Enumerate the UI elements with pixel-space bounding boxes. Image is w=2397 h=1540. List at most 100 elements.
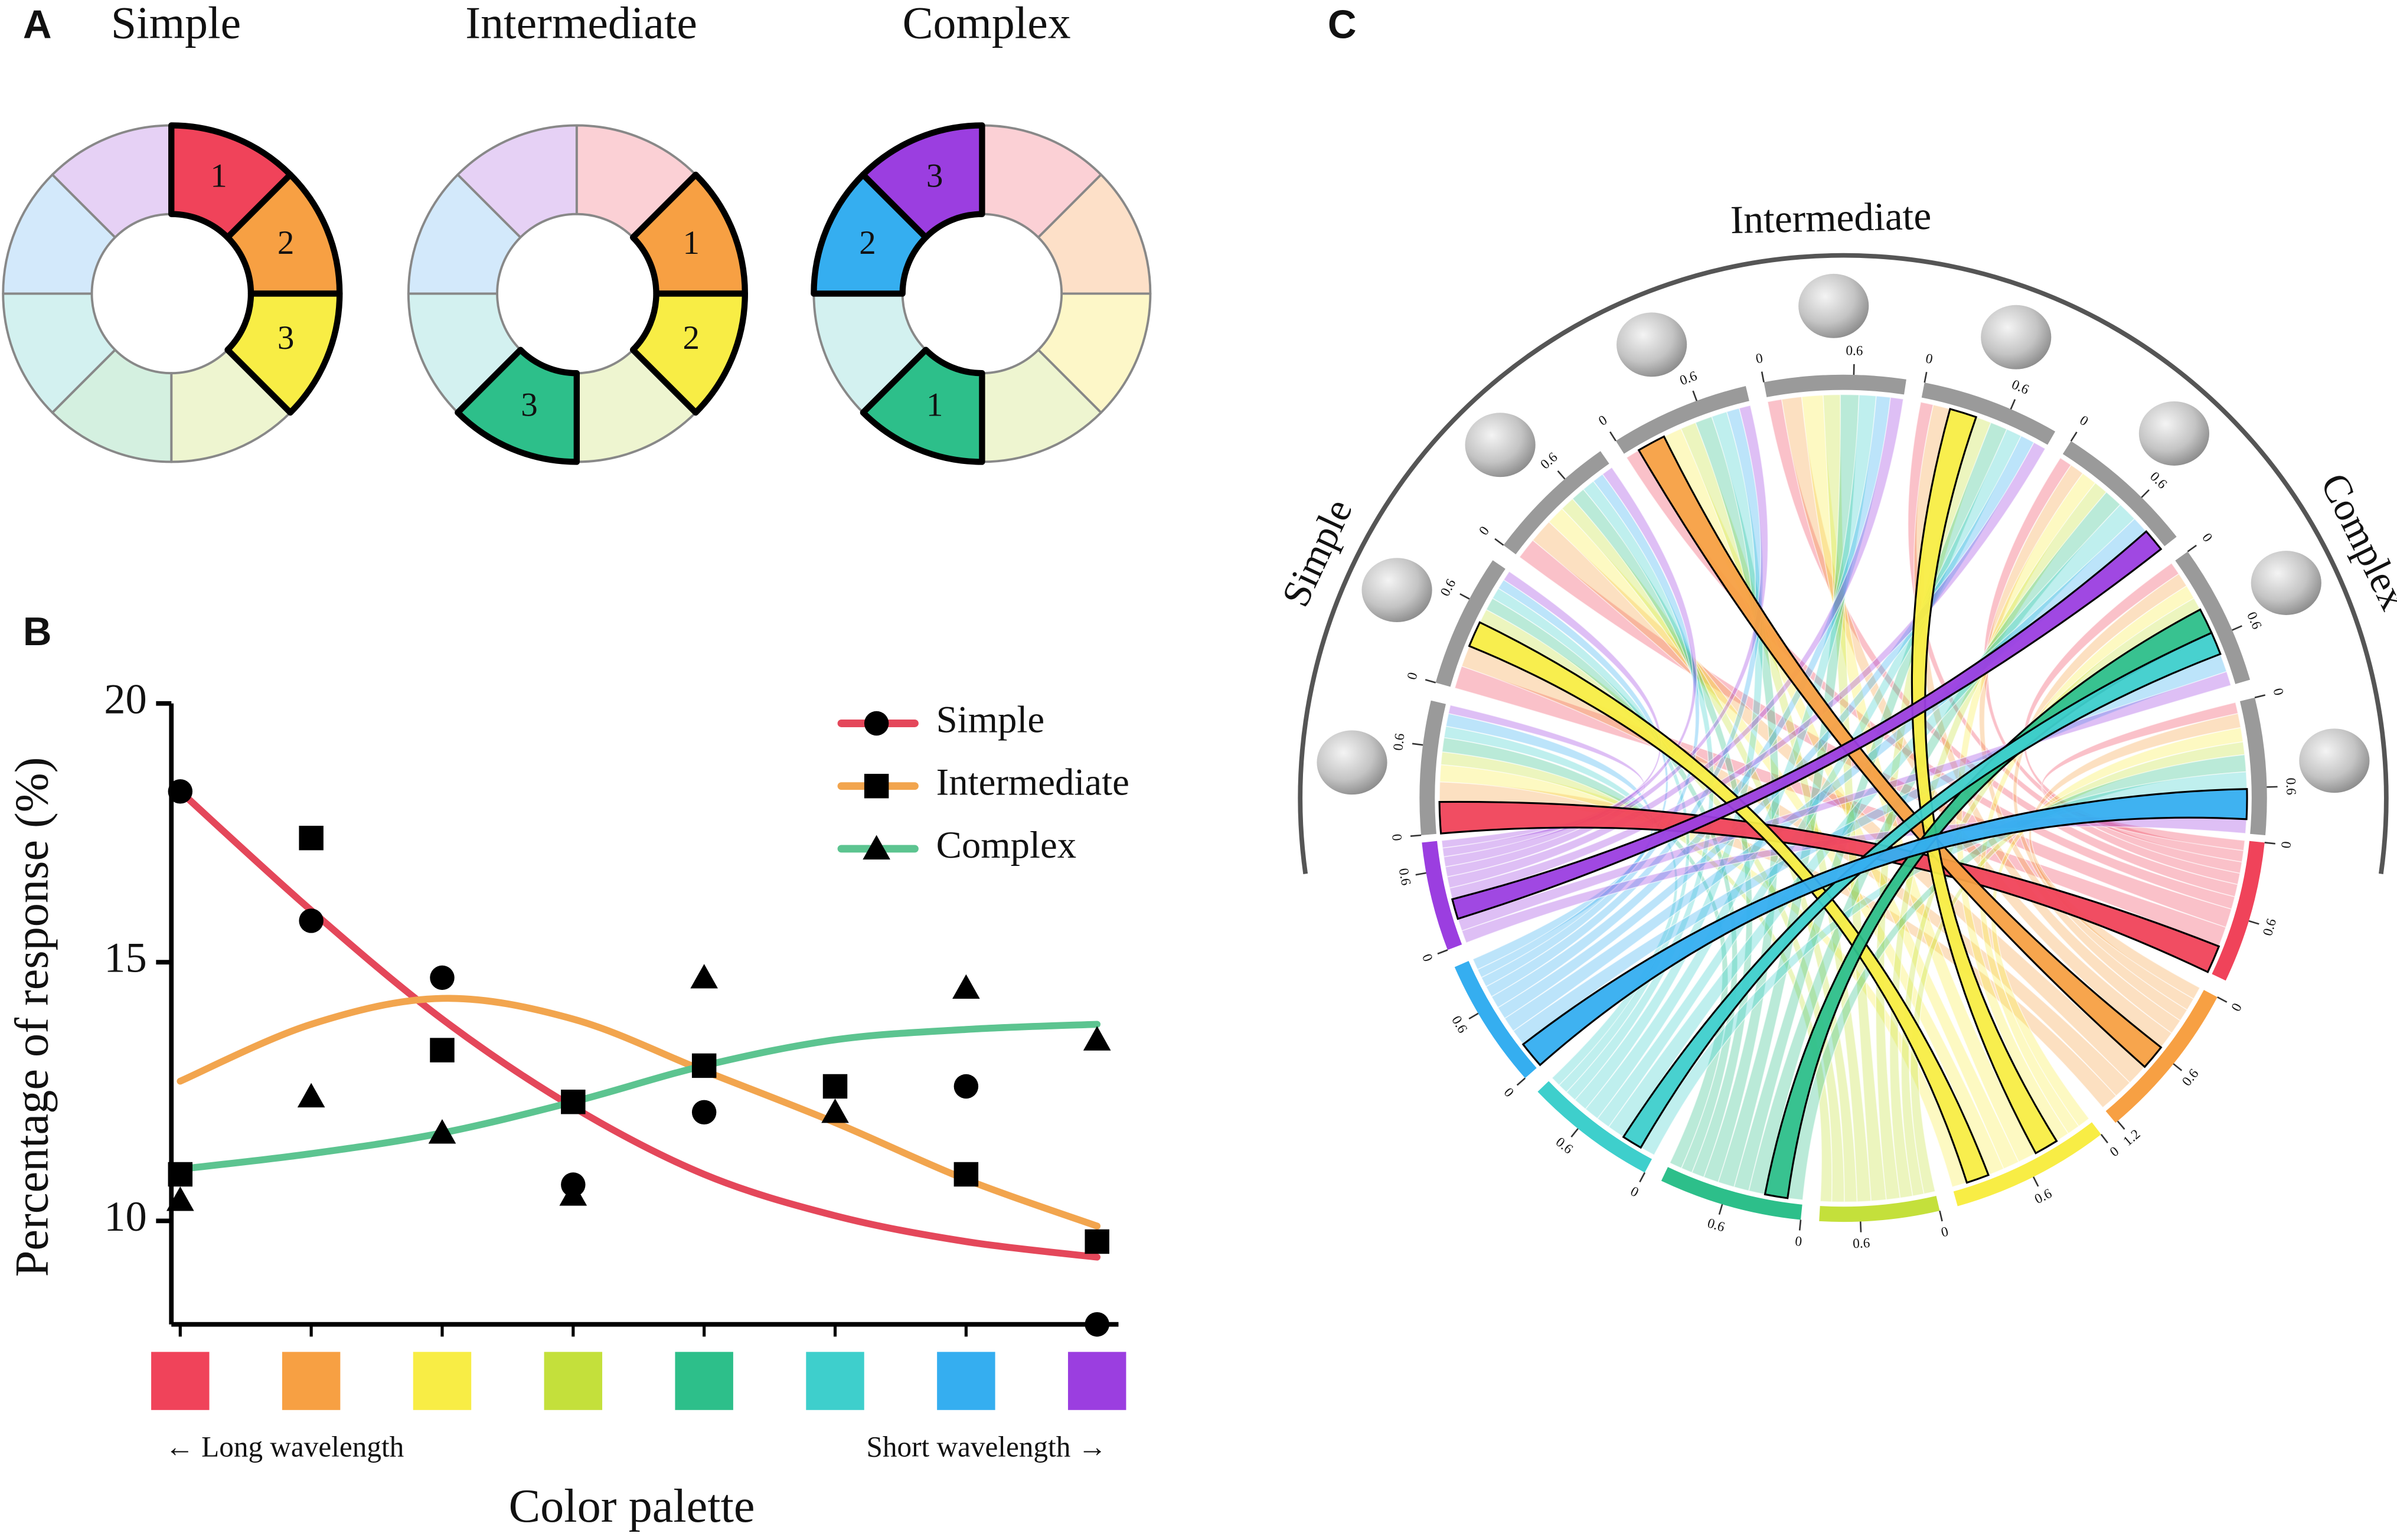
point <box>953 1074 979 1099</box>
segment-tick-label: 0 <box>1596 413 1610 429</box>
segment-tick <box>2248 920 2259 925</box>
segment-track <box>1503 451 1609 555</box>
donut-segment <box>981 348 1102 463</box>
legend-marker <box>864 711 889 736</box>
segment-track <box>2239 697 2267 835</box>
donut-segment <box>170 348 292 463</box>
donut-segment <box>224 290 343 416</box>
segment-tick-label: 0 <box>2107 1143 2122 1160</box>
segment-tick-label: 0.6 <box>1390 733 1407 751</box>
segment-tick-label: 0.6 <box>2032 1186 2055 1207</box>
segment-tick <box>2032 1176 2039 1187</box>
chord-ribbon-highlight <box>1637 435 2163 1068</box>
point <box>430 1038 455 1062</box>
legend-label: Complex <box>936 824 1076 867</box>
shape-icon <box>2299 728 2370 793</box>
segment-tick-label: 0 <box>1794 1234 1802 1250</box>
segment-tick <box>2070 431 2078 442</box>
segment-tick-label: 0.6 <box>1438 577 1459 599</box>
x-axis-label: Color palette <box>509 1480 755 1532</box>
group-label: Intermediate <box>1730 194 1932 242</box>
palette-swatch <box>937 1352 995 1410</box>
legend-label: Intermediate <box>936 761 1129 804</box>
segment-track <box>1921 382 2056 445</box>
segment-tick <box>1609 431 1616 442</box>
segment-tick <box>2232 625 2242 631</box>
donut-segment <box>51 124 173 239</box>
segment-tick <box>2254 694 2266 699</box>
y-tick-label: 10 <box>104 1192 147 1240</box>
segment-tick-label: 0 <box>1389 833 1405 842</box>
segment-tick <box>2100 1134 2108 1144</box>
donut-segment <box>629 290 748 416</box>
y-tick-label: 15 <box>104 934 147 982</box>
chord-ribbon-highlight <box>1451 530 2163 920</box>
segment-tick-label: 0.6 <box>1853 1235 1870 1251</box>
palette-swatch <box>413 1352 472 1410</box>
donut-segment <box>812 292 928 414</box>
chord-ribbon-highlight <box>1438 800 2220 973</box>
segment-tick <box>1692 390 1698 401</box>
segment-tick <box>1939 1210 1943 1222</box>
segment-tick <box>2173 1063 2183 1071</box>
segment-tick <box>1412 743 1423 746</box>
donut-title: Complex <box>903 0 1071 48</box>
segment-tick <box>1468 1012 1479 1020</box>
segment-track <box>1819 1196 1940 1222</box>
point <box>299 825 324 851</box>
donut-segment <box>811 171 929 297</box>
rank-label: 3 <box>521 386 538 423</box>
palette-swatch <box>544 1352 603 1410</box>
point <box>559 1181 587 1206</box>
segment-track <box>1661 1167 1802 1220</box>
donut-segment <box>2 292 116 414</box>
segment-tick <box>1410 834 1422 837</box>
segment-tick <box>2117 1120 2125 1130</box>
segment-tick <box>1437 949 1448 955</box>
panel-label: A <box>23 2 52 47</box>
chord-ribbon <box>2028 712 2242 1000</box>
palette-swatch <box>806 1352 864 1410</box>
segment-tick-label: 0.6 <box>2260 917 2280 937</box>
legend-label: Simple <box>936 698 1045 741</box>
segment-track <box>1537 1081 1653 1173</box>
donut-segment <box>1037 292 1152 414</box>
segment-tick-label: 0 <box>1501 1085 1517 1100</box>
palette-swatch <box>282 1352 341 1410</box>
segment-tick <box>1798 1219 1802 1231</box>
segment-tick-label: 0 <box>1628 1183 1641 1200</box>
segment-tick <box>1761 371 1765 382</box>
donut-segment <box>407 173 522 295</box>
group-arc <box>2109 323 2389 874</box>
segment-tick <box>2141 489 2150 498</box>
segment-track <box>1615 386 1749 454</box>
segment-tick <box>1557 470 1566 480</box>
point <box>821 1098 849 1123</box>
point <box>953 1162 979 1187</box>
legend-marker <box>863 835 890 860</box>
y-axis-label: Percentage of response (%) <box>6 757 58 1277</box>
segment-tick-label: 0 <box>2228 1000 2245 1013</box>
point <box>822 1074 848 1099</box>
group-label: Complex <box>2312 466 2397 617</box>
point <box>1085 1229 1109 1254</box>
point <box>166 1186 194 1211</box>
segment-tick-label: 1.2 <box>2120 1126 2143 1149</box>
segment-tick <box>1924 372 1928 383</box>
palette-swatch <box>675 1352 733 1410</box>
segment-tick-label: 0.6 <box>2009 377 2031 397</box>
fit-curve <box>177 995 1101 1230</box>
rank-label: 2 <box>859 224 876 261</box>
segment-tick-label: 0.6 <box>1553 1134 1576 1158</box>
x-note: Short wavelength → <box>866 1430 1106 1463</box>
point <box>299 908 324 933</box>
segment-tick-label: 0 <box>2199 531 2215 545</box>
point <box>428 1119 456 1144</box>
donut-title: Simple <box>111 0 241 48</box>
segment-tick <box>1516 1077 1526 1086</box>
segment-track <box>2062 441 2177 547</box>
segment-tick-label: 0 <box>2077 413 2091 429</box>
rank-label: 2 <box>682 319 700 357</box>
segment-tick-label: 0 <box>2269 686 2286 697</box>
shape-icon <box>1317 730 1387 795</box>
